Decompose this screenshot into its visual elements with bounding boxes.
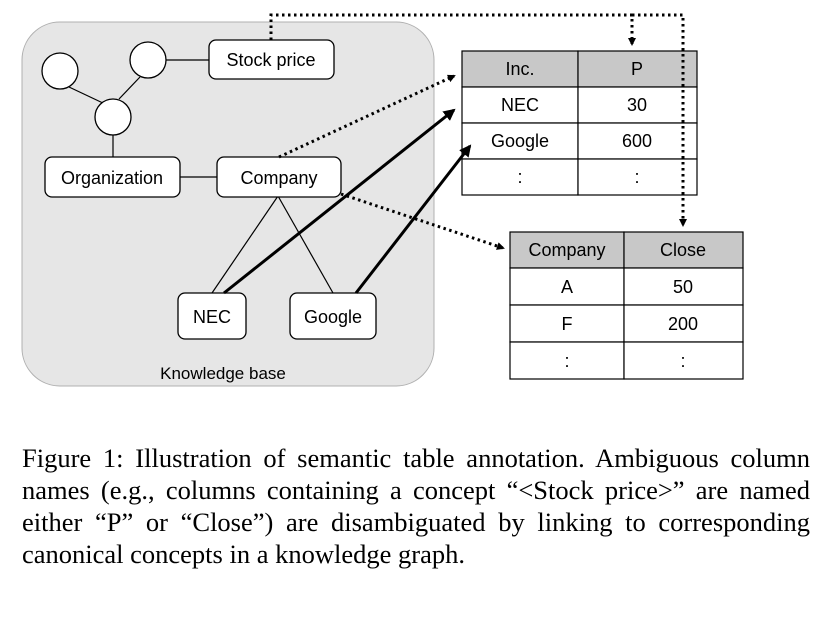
node-google: Google	[289, 292, 377, 340]
table-cell: :	[680, 351, 685, 371]
dotted-company-to-company-col-arrow	[340, 192, 505, 250]
table-cell: F	[562, 314, 573, 334]
table-cell: NEC	[501, 95, 539, 115]
table-cell: 30	[627, 95, 647, 115]
entity-circle-node	[41, 52, 79, 90]
table-inc-p: Inc. P NEC 30 Google 600 : :	[461, 50, 698, 196]
dotted-company-to-inc-arrow	[278, 74, 456, 159]
svg-text:Company: Company	[240, 168, 317, 188]
node-organization: Organization	[44, 156, 181, 198]
node-nec: NEC	[177, 292, 247, 340]
knowledge-base-label: Knowledge base	[160, 364, 286, 383]
figure-caption: Figure 1: Illustration of semantic table…	[22, 443, 810, 569]
table-cell: :	[634, 167, 639, 187]
node-company: Company	[216, 156, 342, 198]
entity-circle-node	[129, 41, 167, 79]
table-header-label: Company	[528, 240, 605, 260]
table-cell: 200	[668, 314, 698, 334]
table-header-label: Close	[660, 240, 706, 260]
svg-text:Google: Google	[304, 307, 362, 327]
table-cell: 600	[622, 131, 652, 151]
table-cell: Google	[491, 131, 549, 151]
table-header-label: Inc.	[505, 59, 534, 79]
dotted-stock-price-to-p-arrow	[269, 13, 636, 46]
node-stock-price: Stock price	[208, 39, 335, 80]
svg-text:NEC: NEC	[193, 307, 231, 327]
graph-edges	[68, 59, 334, 294]
entity-circle-node	[94, 98, 132, 136]
table-cell: A	[561, 277, 573, 297]
knowledge-graph-figure: Knowledge base Stock price Organization …	[21, 13, 744, 387]
link-google-arrow	[354, 144, 472, 294]
table-company-close: Company Close A 50 F 200 : :	[509, 231, 744, 380]
table-cell: 50	[673, 277, 693, 297]
svg-text:Stock price: Stock price	[226, 50, 315, 70]
table-header-label: P	[631, 59, 643, 79]
table-cell: :	[564, 351, 569, 371]
svg-text:Organization: Organization	[61, 168, 163, 188]
table-header-cell	[461, 50, 579, 88]
table-cell: :	[517, 167, 522, 187]
link-nec-arrow	[223, 108, 456, 295]
